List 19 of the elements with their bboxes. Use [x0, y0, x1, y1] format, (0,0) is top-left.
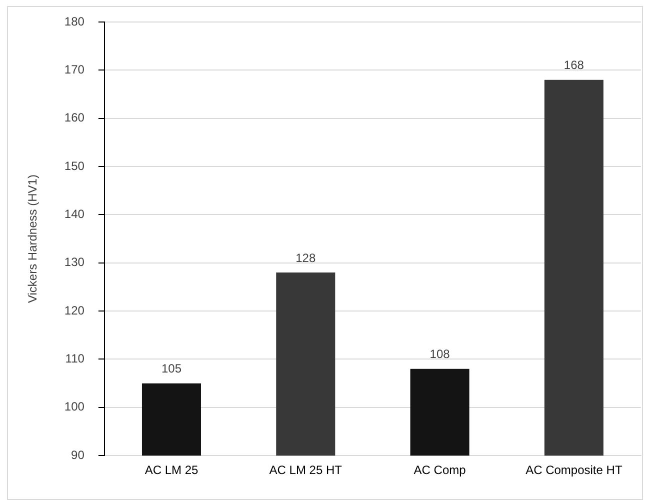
y-tick-label: 140: [64, 207, 85, 222]
x-tick-label: AC LM 25 HT: [269, 463, 343, 478]
y-tick-label: 100: [64, 400, 85, 414]
x-tick-label: AC Comp: [414, 463, 466, 478]
y-tick-label: 160: [64, 110, 85, 125]
data-label: 128: [296, 250, 316, 265]
y-tick-label: 110: [65, 352, 85, 366]
data-label: 108: [430, 347, 450, 362]
y-tick-label: 150: [64, 158, 85, 173]
x-tick-label: AC Composite HT: [526, 463, 623, 478]
y-tick-label: 180: [64, 14, 85, 28]
y-tick-label: 130: [64, 255, 85, 270]
x-tick-label: AC LM 25: [144, 463, 198, 478]
data-label: 168: [564, 58, 584, 72]
y-axis-title: Vickers Hardness (HV1): [26, 174, 40, 304]
data-label: 105: [161, 362, 182, 376]
y-tick-label: 90: [71, 448, 85, 462]
y-tick-label: 120: [64, 303, 85, 318]
y-tick-label: 170: [64, 62, 85, 76]
